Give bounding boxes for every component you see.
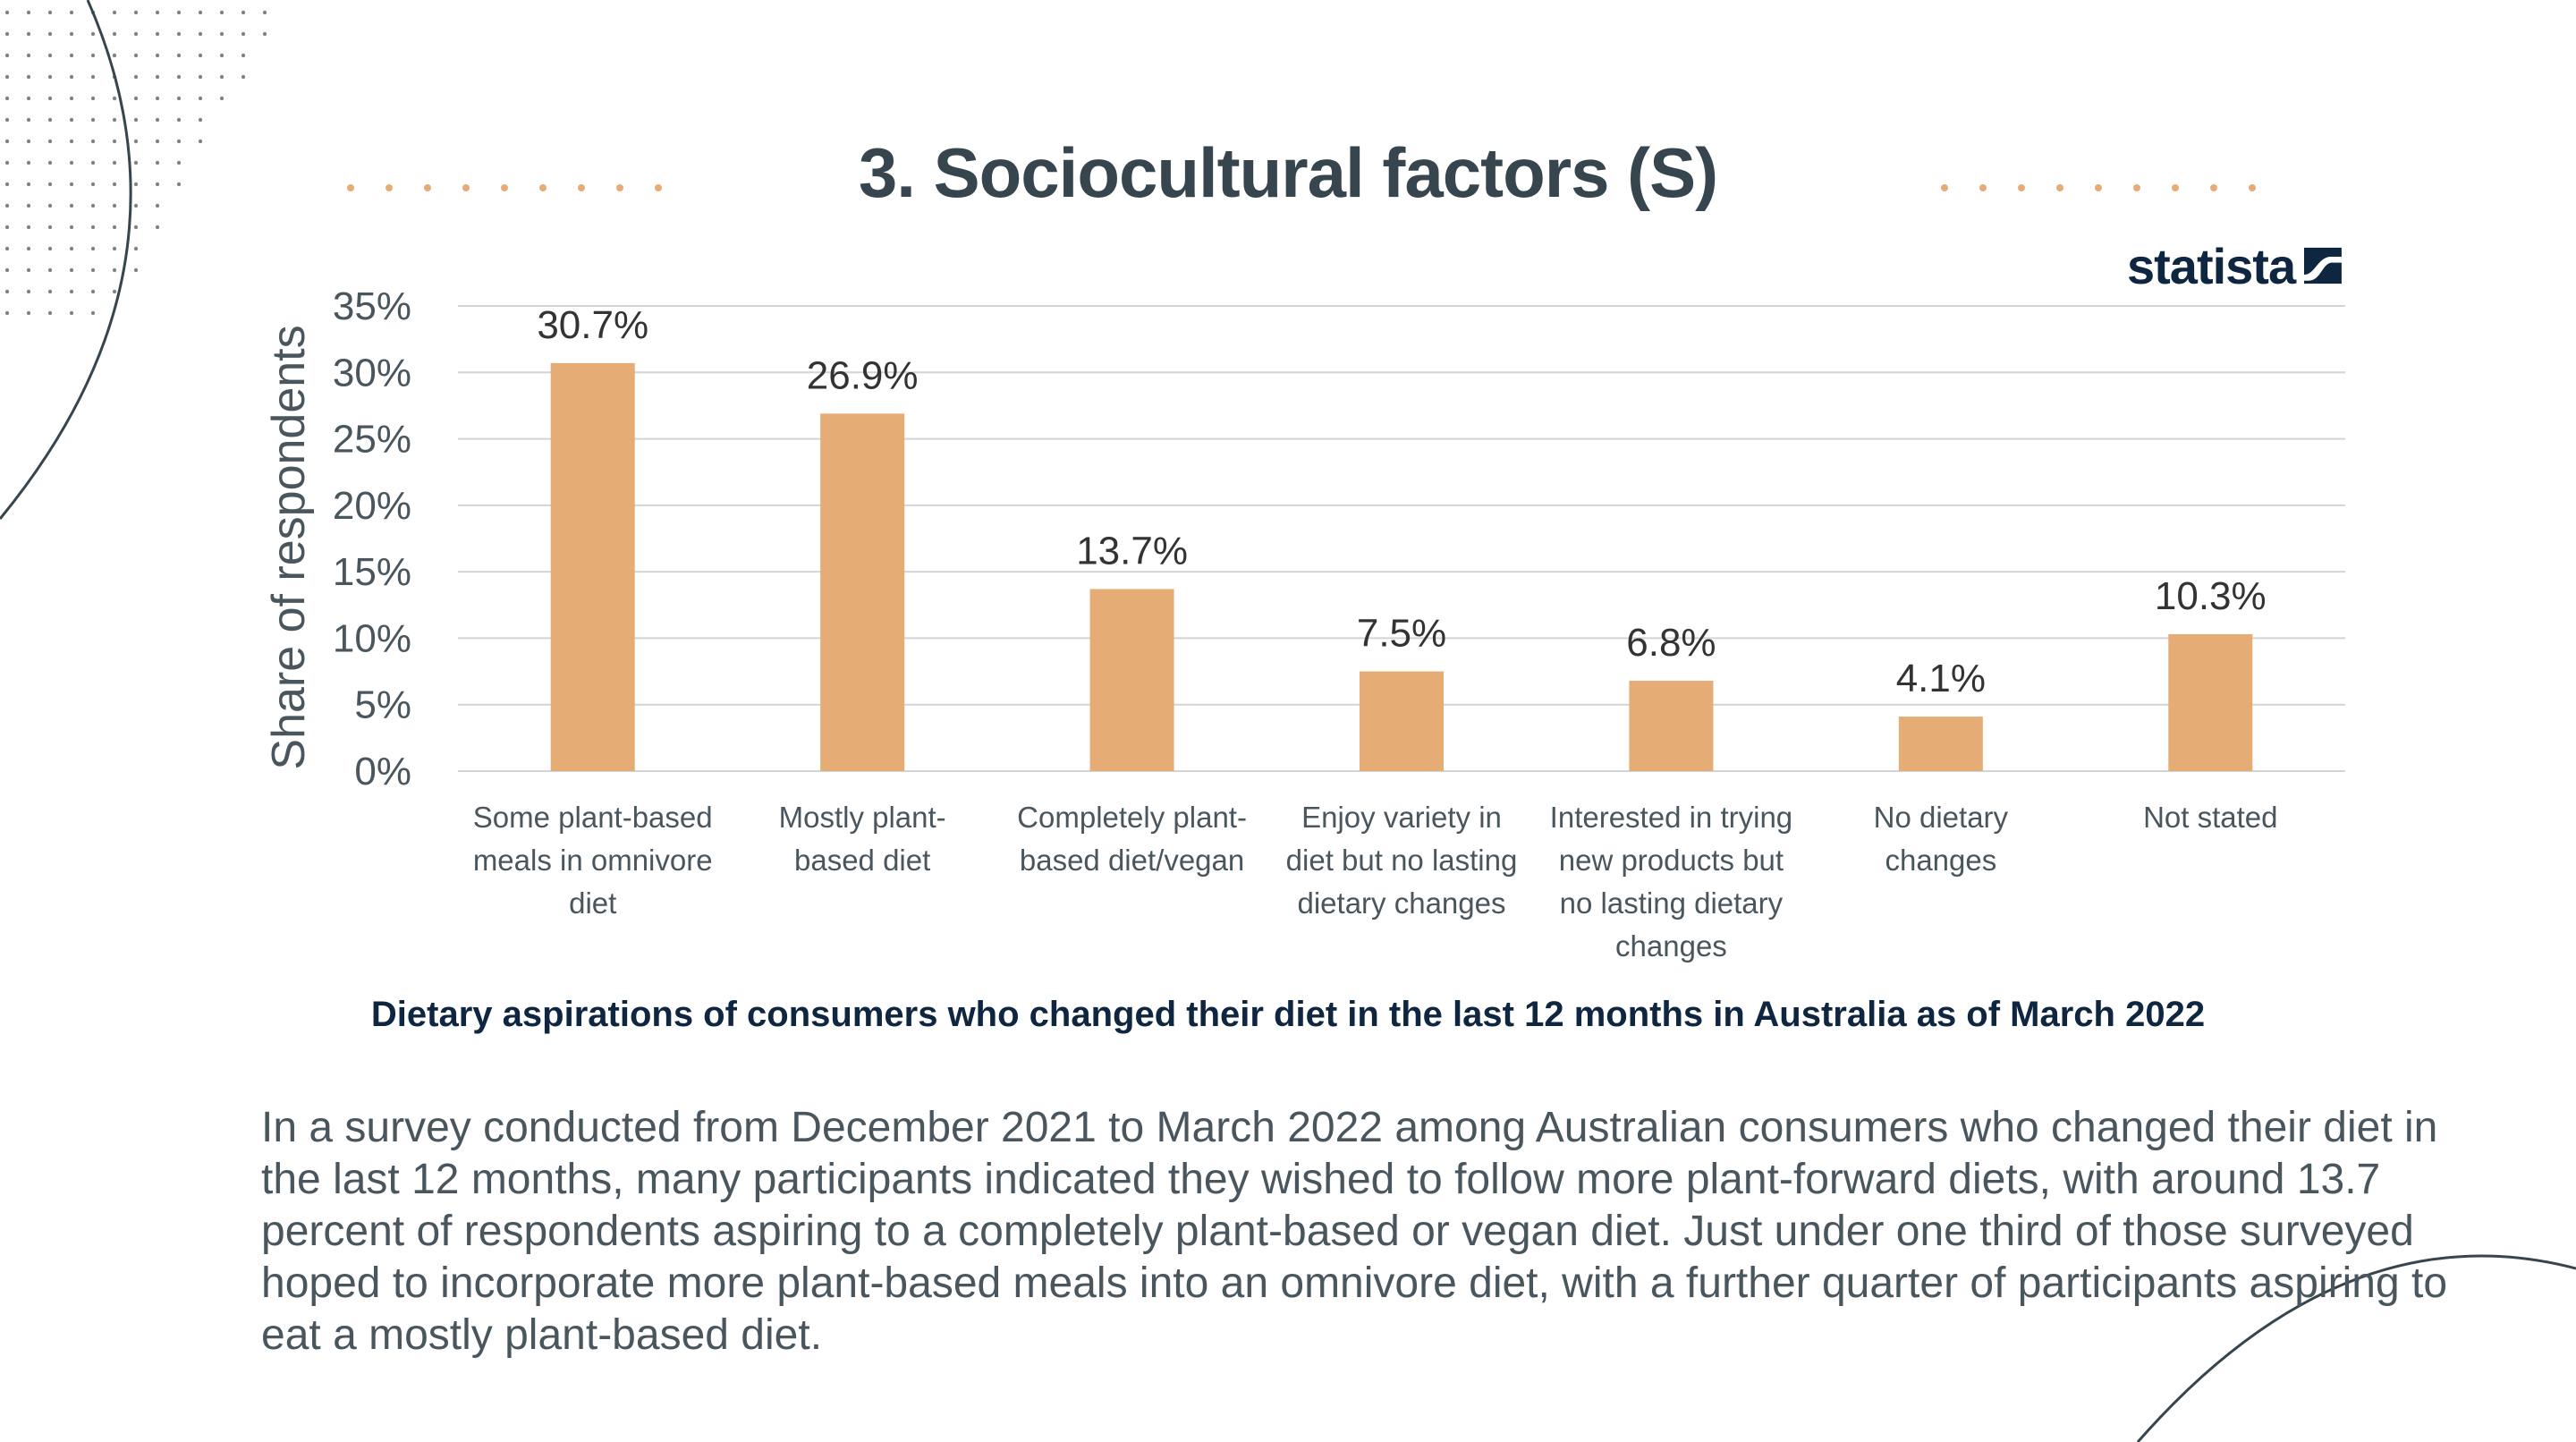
x-category-label: Not stated bbox=[2143, 801, 2277, 834]
y-tick-label: 10% bbox=[333, 616, 411, 660]
corner-arc-decoration bbox=[0, 0, 132, 520]
x-category-label: Interested in trying new products but no l… bbox=[1550, 801, 1792, 963]
y-tick-label: 0% bbox=[354, 750, 411, 793]
bar bbox=[1360, 671, 1444, 771]
y-tick-label: 20% bbox=[333, 484, 411, 528]
accent-dots-decoration bbox=[347, 184, 662, 191]
y-tick-label: 5% bbox=[354, 683, 411, 727]
x-category-label: Mostly plant-based diet bbox=[779, 801, 946, 877]
bar-value-label: 7.5% bbox=[1357, 612, 1446, 656]
bar-value-label: 13.7% bbox=[1076, 529, 1188, 573]
accent-dots-decoration bbox=[1941, 184, 2256, 191]
bar bbox=[1629, 680, 1714, 771]
y-tick-label: 25% bbox=[333, 418, 411, 462]
x-category-label: Enjoy variety in diet but no lasting dieta… bbox=[1286, 801, 1518, 920]
bar bbox=[2168, 633, 2253, 771]
bar-value-label: 26.9% bbox=[807, 353, 919, 397]
y-tick-label: 15% bbox=[333, 550, 411, 594]
x-category-label: Completely plant-based diet/vegan bbox=[1017, 801, 1247, 877]
bar-value-label: 10.3% bbox=[2155, 574, 2267, 618]
bar bbox=[820, 413, 905, 771]
corner-arc-decoration bbox=[2136, 1254, 2576, 1442]
x-category-label: No dietary changes bbox=[1874, 801, 2009, 877]
dot-grid-decoration bbox=[4, 10, 267, 316]
bar bbox=[550, 362, 635, 771]
bar-value-label: 4.1% bbox=[1896, 657, 1986, 700]
statista-logo: statista bbox=[2127, 234, 2342, 297]
y-axis-label: Share of respondents bbox=[263, 325, 315, 769]
y-tick-label: 35% bbox=[333, 284, 411, 328]
slide-title: 3. Sociocultural factors (S) bbox=[858, 133, 1718, 212]
x-category-label: Some plant-based meals in omnivore diet bbox=[473, 801, 713, 920]
bar bbox=[1898, 717, 1983, 771]
body-paragraph: In a survey conducted from December 2021… bbox=[261, 1104, 2448, 1359]
chart-caption: Dietary aspirations of consumers who cha… bbox=[370, 995, 2206, 1034]
bar-chart: 0% 5% 10% 15% 20% 25% 30% 35% Share of responden… bbox=[263, 284, 2345, 963]
y-tick-label: 30% bbox=[333, 351, 411, 394]
bar-value-label: 30.7% bbox=[537, 303, 648, 347]
bar bbox=[1089, 589, 1174, 771]
statista-logo-text: statista bbox=[2127, 237, 2296, 294]
statista-wave-icon bbox=[2304, 247, 2342, 284]
bar-value-label: 6.8% bbox=[1626, 621, 1716, 665]
